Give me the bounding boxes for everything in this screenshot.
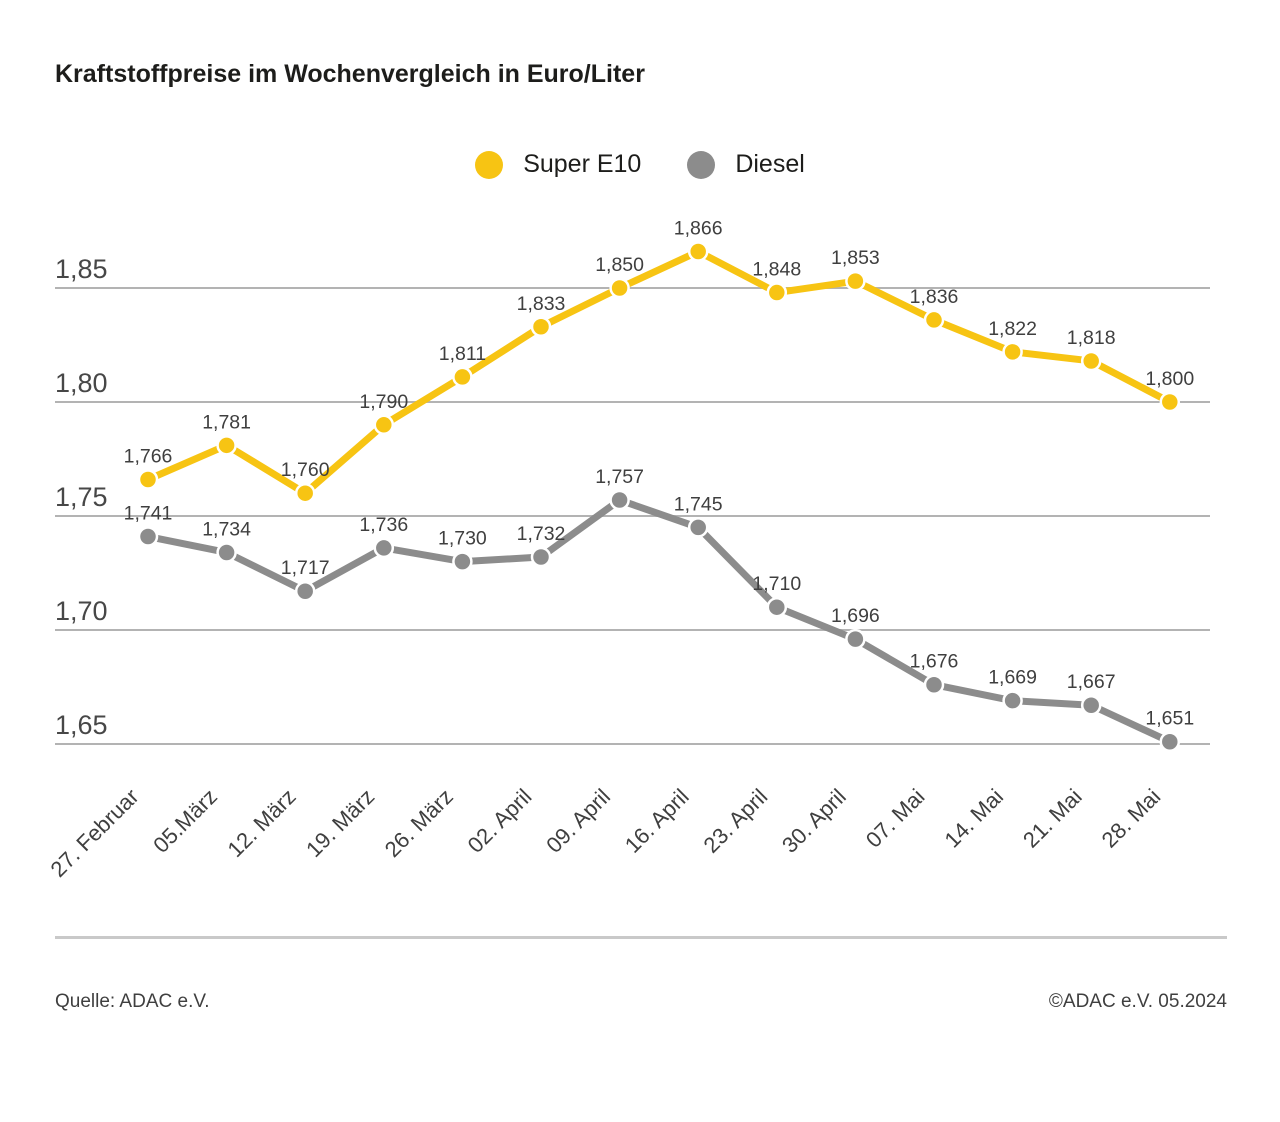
data-point-super-e10 <box>923 309 945 331</box>
chart-legend: Super E10 Diesel <box>0 150 1280 179</box>
data-point-diesel <box>1159 731 1181 752</box>
data-point-diesel <box>1002 690 1023 711</box>
copyright-text: ©ADAC e.V. 05.2024 <box>1048 991 1227 1012</box>
data-label-diesel: 1,734 <box>202 518 251 540</box>
data-point-diesel <box>216 542 237 563</box>
data-point-super-e10 <box>1080 350 1102 372</box>
data-point-super-e10 <box>1002 341 1023 363</box>
series-line-super-e10 <box>146 248 1172 497</box>
data-label-diesel: 1,732 <box>517 523 566 545</box>
data-label-super-e10: 1,822 <box>988 318 1037 340</box>
x-axis-tick-label: 19. März <box>301 784 379 862</box>
data-point-super-e10 <box>530 316 552 338</box>
y-axis-tick-label: 1,70 <box>55 596 108 626</box>
legend-item-diesel: Diesel <box>687 150 805 179</box>
x-axis-tick-label: 02. April <box>463 784 537 858</box>
data-label-diesel: 1,745 <box>674 493 723 515</box>
data-label-super-e10: 1,836 <box>910 286 959 308</box>
data-point-diesel <box>1080 694 1102 716</box>
data-label-super-e10: 1,781 <box>202 411 251 433</box>
x-axis-tick-label: 23. April <box>698 784 772 858</box>
data-point-super-e10 <box>452 366 473 388</box>
x-axis-tick-label: 07. Mai <box>861 784 930 853</box>
legend-label-super-e10: Super E10 <box>523 150 642 178</box>
data-label-super-e10: 1,766 <box>124 446 173 468</box>
data-label-super-e10: 1,833 <box>517 293 566 315</box>
data-point-super-e10 <box>137 469 159 490</box>
data-label-diesel: 1,757 <box>595 466 644 488</box>
y-axis-tick-label: 1,65 <box>55 710 108 740</box>
x-axis-tick-label: 09. April <box>541 784 615 858</box>
data-label-super-e10: 1,866 <box>674 218 723 240</box>
data-label-diesel: 1,676 <box>910 651 959 673</box>
x-axis-tick-label: 16. April <box>620 784 694 858</box>
y-axis-tick-label: 1,75 <box>55 482 108 512</box>
x-axis-tick-label: 12. März <box>223 784 301 862</box>
legend-label-diesel: Diesel <box>735 150 805 178</box>
data-label-diesel: 1,696 <box>831 605 880 627</box>
data-label-super-e10: 1,811 <box>439 343 486 365</box>
data-point-super-e10 <box>216 435 237 456</box>
x-axis-tick-label: 28. Mai <box>1097 784 1166 853</box>
data-label-super-e10: 1,790 <box>359 391 408 413</box>
x-axis-tick-label: 30. April <box>777 784 851 858</box>
data-point-diesel <box>137 526 159 547</box>
data-point-diesel <box>687 517 709 538</box>
data-label-diesel: 1,651 <box>1145 708 1194 730</box>
x-axis-tick-label: 21. Mai <box>1018 784 1087 853</box>
x-axis-tick-label: 26. März <box>380 784 458 862</box>
data-label-super-e10: 1,800 <box>1145 368 1194 390</box>
data-point-super-e10 <box>1159 391 1181 413</box>
data-label-diesel: 1,741 <box>124 503 173 525</box>
data-point-super-e10 <box>845 270 866 292</box>
data-label-diesel: 1,710 <box>752 573 801 595</box>
price-line-chart: 1,85 1,80 1,75 1,70 1,65 27. Februar 05.März 12… <box>45 218 1210 882</box>
data-point-diesel <box>845 628 866 650</box>
data-point-diesel <box>530 546 552 568</box>
data-point-diesel <box>373 537 395 559</box>
data-label-super-e10: 1,760 <box>281 459 330 481</box>
data-label-diesel: 1,669 <box>988 667 1037 689</box>
data-label-super-e10: 1,818 <box>1067 327 1116 349</box>
data-point-super-e10 <box>687 241 709 262</box>
data-point-super-e10 <box>294 482 316 504</box>
data-point-super-e10 <box>373 414 395 436</box>
data-point-super-e10 <box>609 277 630 299</box>
x-axis-tick-label: 27. Februar <box>45 784 143 882</box>
data-label-diesel: 1,667 <box>1067 671 1116 693</box>
footer-divider <box>55 936 1227 939</box>
y-axis-tick-label: 1,80 <box>55 368 108 398</box>
series-line-diesel <box>147 496 1172 745</box>
data-label-diesel: 1,717 <box>281 557 330 579</box>
data-point-diesel <box>452 551 473 572</box>
data-label-super-e10: 1,848 <box>752 259 801 281</box>
source-text: Quelle: ADAC e.V. <box>55 991 210 1012</box>
data-label-diesel: 1,736 <box>359 514 408 536</box>
super-e10-swatch-icon <box>475 150 504 179</box>
data-point-diesel <box>923 674 945 695</box>
data-point-super-e10 <box>766 282 788 303</box>
data-point-diesel <box>766 596 788 618</box>
page-title: Kraftstoffpreise im Wochenvergleich in E… <box>55 60 645 88</box>
y-axis-tick-label: 1,85 <box>55 254 108 284</box>
diesel-swatch-icon <box>687 150 716 179</box>
data-label-super-e10: 1,853 <box>831 247 880 269</box>
footer: Quelle: ADAC e.V. ©ADAC e.V. 05.2024 <box>55 991 1227 1013</box>
data-label-diesel: 1,730 <box>438 528 487 550</box>
data-point-diesel <box>609 489 630 511</box>
x-axis-tick-label: 05.März <box>148 784 222 858</box>
data-point-diesel <box>294 580 316 602</box>
legend-item-super-e10: Super E10 <box>475 150 641 179</box>
data-label-super-e10: 1,850 <box>595 254 644 276</box>
x-axis-tick-label: 14. Mai <box>939 784 1008 853</box>
